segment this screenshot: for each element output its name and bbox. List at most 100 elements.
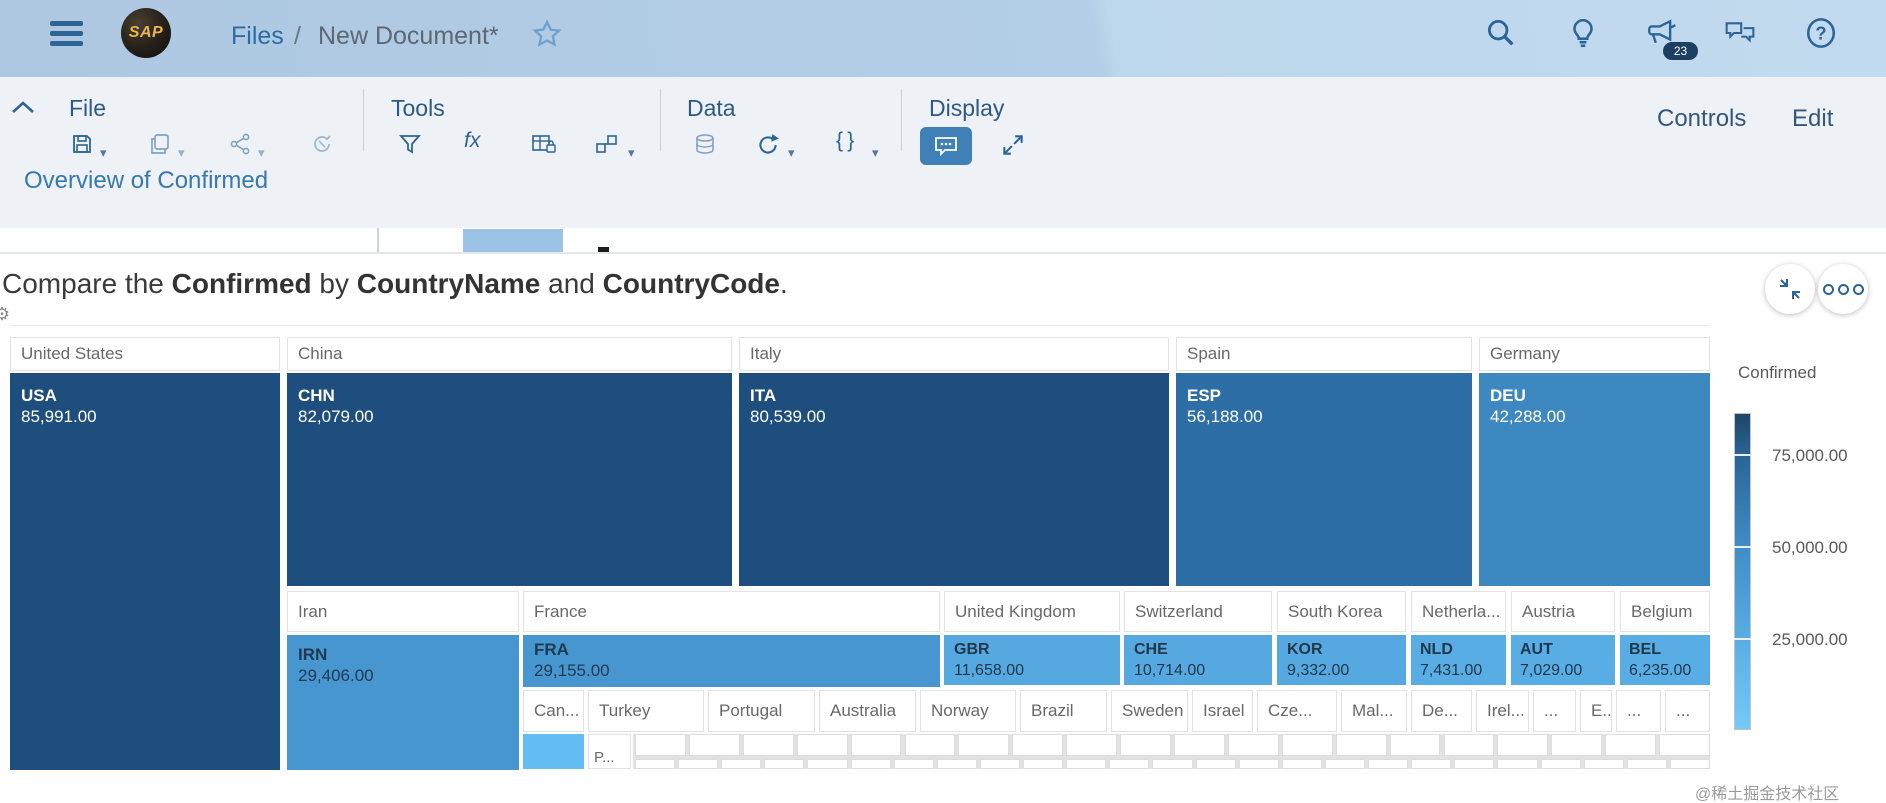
treemap-header-australia[interactable]: Australia	[819, 690, 916, 732]
search-icon[interactable]	[1484, 16, 1518, 50]
treemap-tile-deu[interactable]: DEU 42,288.00	[1479, 373, 1710, 586]
treemap-tiny-header-cell[interactable]	[796, 734, 848, 756]
treemap-header-belgium[interactable]: Belgium	[1620, 591, 1710, 632]
treemap-header-china[interactable]: China	[287, 337, 732, 371]
treemap-header-cze[interactable]: Cze...	[1257, 690, 1337, 732]
save-chevron-icon[interactable]: ▾	[100, 145, 107, 160]
treemap-tiny-tile-cell[interactable]	[1411, 759, 1452, 769]
treemap-tiny-header-cell[interactable]	[1497, 734, 1549, 756]
treemap-tiny-tile-cell[interactable]	[1152, 759, 1193, 769]
filter-icon[interactable]	[398, 132, 422, 156]
treemap-tile-usa[interactable]: USA 85,991.00	[10, 373, 280, 770]
treemap-header-southkorea[interactable]: South Korea	[1277, 591, 1406, 632]
treemap-tiny-tile-cell[interactable]	[1626, 759, 1667, 769]
treemap-header-norway[interactable]: Norway	[920, 690, 1016, 732]
treemap-header-unitedstates[interactable]: United States	[10, 337, 280, 371]
treemap-header-[interactable]: ...	[1616, 690, 1661, 732]
comment-icon[interactable]	[920, 127, 972, 165]
treemap-tile-gbr[interactable]: GBR 11,658.00	[944, 635, 1120, 685]
treemap-tiny-tile-cell[interactable]	[1540, 759, 1581, 769]
treemap-tiny-header-cell[interactable]	[850, 734, 902, 756]
treemap-tiny-tile-cell[interactable]	[1368, 759, 1409, 769]
treemap-header-germany[interactable]: Germany	[1479, 337, 1710, 371]
variables-braces-icon[interactable]: { }	[836, 129, 855, 152]
treemap-header-iran[interactable]: Iran	[287, 591, 519, 632]
treemap-tile-esp[interactable]: ESP 56,188.00	[1176, 373, 1472, 586]
treemap-tiny-header-cell[interactable]	[635, 734, 686, 756]
treemap-tiny-header-cell[interactable]	[1012, 734, 1064, 756]
datasource-icon[interactable]	[693, 132, 719, 158]
treemap-header-[interactable]: ...	[1665, 690, 1710, 732]
controls-button[interactable]: Controls	[1657, 105, 1747, 132]
chat-icon[interactable]	[1723, 16, 1757, 50]
treemap-tiny-header-cell[interactable]	[742, 734, 794, 756]
treemap-header-sweden[interactable]: Sweden	[1111, 690, 1188, 732]
menu-icon[interactable]	[50, 21, 83, 47]
treemap-tiny-header-cell[interactable]	[1389, 734, 1441, 756]
treemap-tiny-tile-cell[interactable]	[893, 759, 934, 769]
treemap-tile-ita[interactable]: ITA 80,539.00	[739, 373, 1169, 586]
treemap-tiny-header-cell[interactable]	[1605, 734, 1657, 756]
treemap-tile-bel[interactable]: BEL 6,235.00	[1620, 635, 1710, 685]
treemap-header-can[interactable]: Can...	[523, 690, 584, 732]
treemap-header-unitedkingdom[interactable]: United Kingdom	[944, 591, 1120, 632]
treemap-tile-can[interactable]	[523, 734, 584, 769]
collapse-toolbar-icon[interactable]	[10, 99, 36, 115]
treemap-tiny-tile-cell[interactable]	[1454, 759, 1495, 769]
treemap-tiny-tile-cell[interactable]	[1195, 759, 1236, 769]
treemap-tile-aut[interactable]: AUT 7,029.00	[1511, 635, 1615, 685]
treemap-tile-che[interactable]: CHE 10,714.00	[1124, 635, 1272, 685]
linked-analysis-chevron-icon[interactable]: ▾	[628, 145, 635, 160]
refresh-icon[interactable]	[755, 132, 781, 158]
treemap-header-netherla[interactable]: Netherla...	[1411, 591, 1506, 632]
treemap-tile-chn[interactable]: CHN 82,079.00	[287, 373, 732, 586]
treemap-tile-kor[interactable]: KOR 9,332.00	[1277, 635, 1406, 685]
treemap-tiny-tile-cell[interactable]	[1281, 759, 1322, 769]
favorite-star-icon[interactable]	[530, 17, 564, 51]
treemap-header-spain[interactable]: Spain	[1176, 337, 1472, 371]
linked-analysis-icon[interactable]	[594, 132, 620, 156]
revert-icon[interactable]	[310, 132, 334, 156]
page-link-overview[interactable]: Overview of Confirmed	[24, 167, 269, 194]
treemap-tiny-tile-cell[interactable]	[1583, 759, 1624, 769]
refresh-chevron-icon[interactable]: ▾	[788, 145, 795, 160]
help-icon[interactable]: ?	[1804, 16, 1838, 50]
treemap-tiny-header-cell[interactable]	[1335, 734, 1387, 756]
treemap-tiny-tile-cell[interactable]	[807, 759, 848, 769]
treemap-tile-nld[interactable]: NLD 7,431.00	[1411, 635, 1506, 685]
treemap-header-italy[interactable]: Italy	[739, 337, 1169, 371]
treemap-tiny-header-cell[interactable]	[1659, 734, 1710, 756]
sap-logo[interactable]: SAP	[121, 8, 171, 58]
treemap-header-[interactable]: ...	[1533, 690, 1576, 732]
announcement-icon[interactable]	[1644, 16, 1678, 50]
treemap-header-mal[interactable]: Mal...	[1341, 690, 1407, 732]
treemap-tiny-tile-cell[interactable]	[936, 759, 977, 769]
treemap-header-france[interactable]: France	[523, 591, 940, 632]
treemap-tiny-header-cell[interactable]	[1443, 734, 1495, 756]
treemap-tiny-header-cell[interactable]	[1281, 734, 1333, 756]
treemap-tiny-tile-cell[interactable]	[1238, 759, 1279, 769]
more-options-icon[interactable]	[1818, 264, 1868, 314]
treemap-tiny-tile-cell[interactable]	[1497, 759, 1538, 769]
treemap-tiny-tile-cell[interactable]	[678, 759, 719, 769]
copy-icon[interactable]	[148, 132, 172, 156]
treemap-tiny-header-cell[interactable]	[904, 734, 956, 756]
treemap-tiny-tile-cell[interactable]	[1066, 759, 1107, 769]
treemap-tiny-tile-cell[interactable]	[1324, 759, 1366, 769]
copy-chevron-icon[interactable]: ▾	[178, 145, 185, 160]
share-icon[interactable]	[228, 132, 252, 156]
treemap-header-austria[interactable]: Austria	[1511, 591, 1615, 632]
variables-chevron-icon[interactable]: ▾	[872, 145, 879, 160]
treemap-tiny-tile-cell[interactable]	[850, 759, 891, 769]
treemap-tiny-header-cell[interactable]	[1066, 734, 1118, 756]
treemap-tile-irn[interactable]: IRN 29,406.00	[287, 635, 519, 770]
breadcrumb-files-link[interactable]: Files	[231, 22, 284, 50]
treemap-tiny-tile-cell[interactable]	[764, 759, 805, 769]
treemap-header-turkey[interactable]: Turkey	[588, 690, 704, 732]
fullscreen-icon[interactable]	[1000, 132, 1026, 158]
save-icon[interactable]	[70, 132, 94, 156]
table-lock-icon[interactable]	[530, 132, 556, 156]
treemap-header-brazil[interactable]: Brazil	[1020, 690, 1107, 732]
treemap-tiny-tile-cell[interactable]	[1669, 759, 1710, 769]
treemap-tiny-tile-cell[interactable]	[1023, 759, 1064, 769]
